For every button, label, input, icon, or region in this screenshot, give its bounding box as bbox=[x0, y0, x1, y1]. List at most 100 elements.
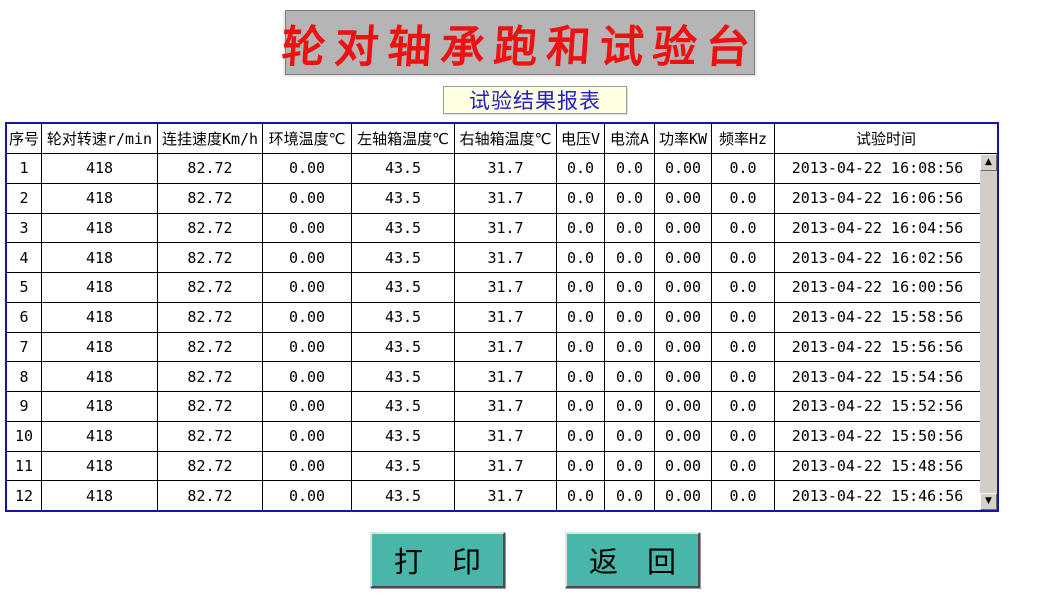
table-cell: 0.0 bbox=[557, 302, 605, 332]
table-cell: 43.5 bbox=[352, 421, 455, 451]
table-cell: 31.7 bbox=[455, 302, 557, 332]
table-cell: 0.0 bbox=[605, 302, 655, 332]
column-header: 电压V bbox=[557, 124, 605, 153]
table-cell: 0.0 bbox=[557, 183, 605, 213]
table-row: 3 418 82.72 0.00 43.5 31.7 0.0 0.0 0.00 0.0 2013-0… bbox=[7, 213, 997, 244]
table-cell: 0.0 bbox=[712, 421, 775, 451]
table-cell: 82.72 bbox=[158, 421, 263, 451]
table-cell: 418 bbox=[42, 362, 158, 391]
table-cell: 31.7 bbox=[455, 154, 557, 183]
table-row: 7 418 82.72 0.00 43.5 31.7 0.0 0.0 0.00 0.0 2013-0… bbox=[7, 332, 997, 363]
table-body: 1 418 82.72 0.00 43.5 31.7 0.0 0.0 0.00 0.0 2013-0… bbox=[7, 154, 997, 510]
scrollbar-track[interactable] bbox=[980, 171, 997, 493]
table-cell: 2013-04-22 16:00:56 bbox=[791, 278, 964, 297]
table-row: 5 418 82.72 0.00 43.5 31.7 0.0 0.0 0.00 0.0 2013-0… bbox=[7, 273, 997, 303]
column-header: 功率KW bbox=[655, 124, 712, 153]
column-header: 试验时间 bbox=[855, 130, 916, 148]
table-cell: 0.00 bbox=[263, 421, 352, 451]
table-cell: 2013-04-22 15:50:56 bbox=[791, 427, 964, 446]
table-cell: 82.72 bbox=[158, 451, 263, 481]
table-cell: 11 bbox=[7, 451, 42, 481]
table-cell: 0.0 bbox=[712, 154, 775, 183]
table-cell: 2013-04-22 16:06:56 bbox=[791, 189, 964, 208]
table-cell: 0.0 bbox=[557, 481, 605, 510]
table-cell: 10 bbox=[7, 421, 42, 451]
table-cell: 31.7 bbox=[455, 481, 557, 510]
table-cell: 4 bbox=[7, 243, 42, 272]
table-cell: 0.0 bbox=[605, 243, 655, 272]
table-cell: 82.72 bbox=[158, 362, 263, 391]
scroll-up-button[interactable]: ▲ bbox=[980, 154, 997, 171]
table-cell: 43.5 bbox=[352, 392, 455, 421]
table-cell: 0.00 bbox=[263, 362, 352, 391]
table-cell: 418 bbox=[42, 183, 158, 213]
table-cell: 0.00 bbox=[655, 392, 712, 421]
table-cell: 2013-04-22 15:58:56 bbox=[791, 308, 964, 327]
back-button[interactable]: 返 回 bbox=[565, 532, 700, 588]
table-row: 8 418 82.72 0.00 43.5 31.7 0.0 0.0 0.00 0.0 2013-0… bbox=[7, 362, 997, 392]
column-header: 环境温度℃ bbox=[263, 124, 352, 153]
table-cell: 0.0 bbox=[557, 451, 605, 481]
table-cell: 31.7 bbox=[455, 362, 557, 391]
table-row: 11 418 82.72 0.00 43.5 31.7 0.0 0.0 0.00 0.0 2013-… bbox=[7, 451, 997, 482]
table-cell: 0.0 bbox=[605, 154, 655, 183]
table-cell: 418 bbox=[42, 154, 158, 183]
table-cell: 0.0 bbox=[557, 154, 605, 183]
table-cell: 31.7 bbox=[455, 451, 557, 481]
table-cell: 0.00 bbox=[655, 302, 712, 332]
table-cell: 0.0 bbox=[605, 183, 655, 213]
table-cell: 43.5 bbox=[352, 302, 455, 332]
table-cell: 0.00 bbox=[655, 213, 712, 243]
table-row: 9 418 82.72 0.00 43.5 31.7 0.0 0.0 0.00 0.0 2013-0… bbox=[7, 392, 997, 422]
table-cell: 418 bbox=[42, 243, 158, 272]
report-title-text: 试验结果报表 bbox=[469, 89, 601, 113]
table-cell: 0.00 bbox=[263, 451, 352, 481]
table-cell: 0.0 bbox=[557, 421, 605, 451]
column-header: 序号 bbox=[7, 124, 42, 153]
table-cell: 0.00 bbox=[263, 213, 352, 243]
table-cell: 43.5 bbox=[352, 481, 455, 510]
table-cell: 82.72 bbox=[158, 243, 263, 272]
column-header: 右轴箱温度℃ bbox=[455, 124, 557, 153]
table-cell: 43.5 bbox=[352, 332, 455, 362]
table-cell: 0.0 bbox=[557, 392, 605, 421]
table-cell: 0.00 bbox=[263, 332, 352, 362]
table-cell: 43.5 bbox=[352, 213, 455, 243]
table-cell: 418 bbox=[42, 332, 158, 362]
table-cell: 2013-04-22 15:52:56 bbox=[791, 397, 964, 416]
print-button[interactable]: 打 印 bbox=[370, 532, 505, 588]
table-cell: 0.0 bbox=[605, 332, 655, 362]
table-cell: 0.0 bbox=[605, 392, 655, 421]
table-row: 1 418 82.72 0.00 43.5 31.7 0.0 0.0 0.00 0.0 2013-0… bbox=[7, 154, 997, 184]
results-table: 序号 轮对转速r/min 连挂速度Km/h 环境温度℃ 左轴箱温度℃ 右轴箱温度℃ 电压V 电… bbox=[5, 122, 999, 512]
table-cell: 43.5 bbox=[352, 362, 455, 391]
table-cell: 0.0 bbox=[712, 213, 775, 243]
table-cell: 418 bbox=[42, 451, 158, 481]
table-cell: 31.7 bbox=[455, 332, 557, 362]
table-row: 2 418 82.72 0.00 43.5 31.7 0.0 0.0 0.00 0.0 2013-0… bbox=[7, 183, 997, 214]
table-cell: 82.72 bbox=[158, 481, 263, 510]
table-cell: 0.00 bbox=[263, 273, 352, 302]
column-header: 电流A bbox=[605, 124, 655, 153]
table-cell: 418 bbox=[42, 213, 158, 243]
table-cell: 0.00 bbox=[655, 421, 712, 451]
table-cell: 0.00 bbox=[263, 183, 352, 213]
table-header-row: 序号 轮对转速r/min 连挂速度Km/h 环境温度℃ 左轴箱温度℃ 右轴箱温度℃ 电压V 电… bbox=[7, 124, 997, 154]
table-cell: 418 bbox=[42, 421, 158, 451]
table-cell: 0.0 bbox=[605, 481, 655, 510]
table-cell: 0.0 bbox=[712, 183, 775, 213]
scroll-down-button[interactable]: ▼ bbox=[980, 493, 997, 510]
table-cell: 0.00 bbox=[263, 392, 352, 421]
table-cell: 0.0 bbox=[712, 451, 775, 481]
table-cell: 5 bbox=[7, 273, 42, 302]
table-cell: 43.5 bbox=[352, 183, 455, 213]
table-cell: 8 bbox=[7, 362, 42, 391]
scroll-down-icon: ▼ bbox=[985, 496, 992, 506]
table-cell: 31.7 bbox=[455, 421, 557, 451]
table-cell: 0.0 bbox=[712, 481, 775, 510]
column-header: 左轴箱温度℃ bbox=[352, 124, 455, 153]
table-cell: 31.7 bbox=[455, 243, 557, 272]
table-cell: 7 bbox=[7, 332, 42, 362]
vertical-scrollbar[interactable]: ▲ ▼ bbox=[980, 154, 997, 510]
column-header: 连挂速度Km/h bbox=[158, 124, 263, 153]
